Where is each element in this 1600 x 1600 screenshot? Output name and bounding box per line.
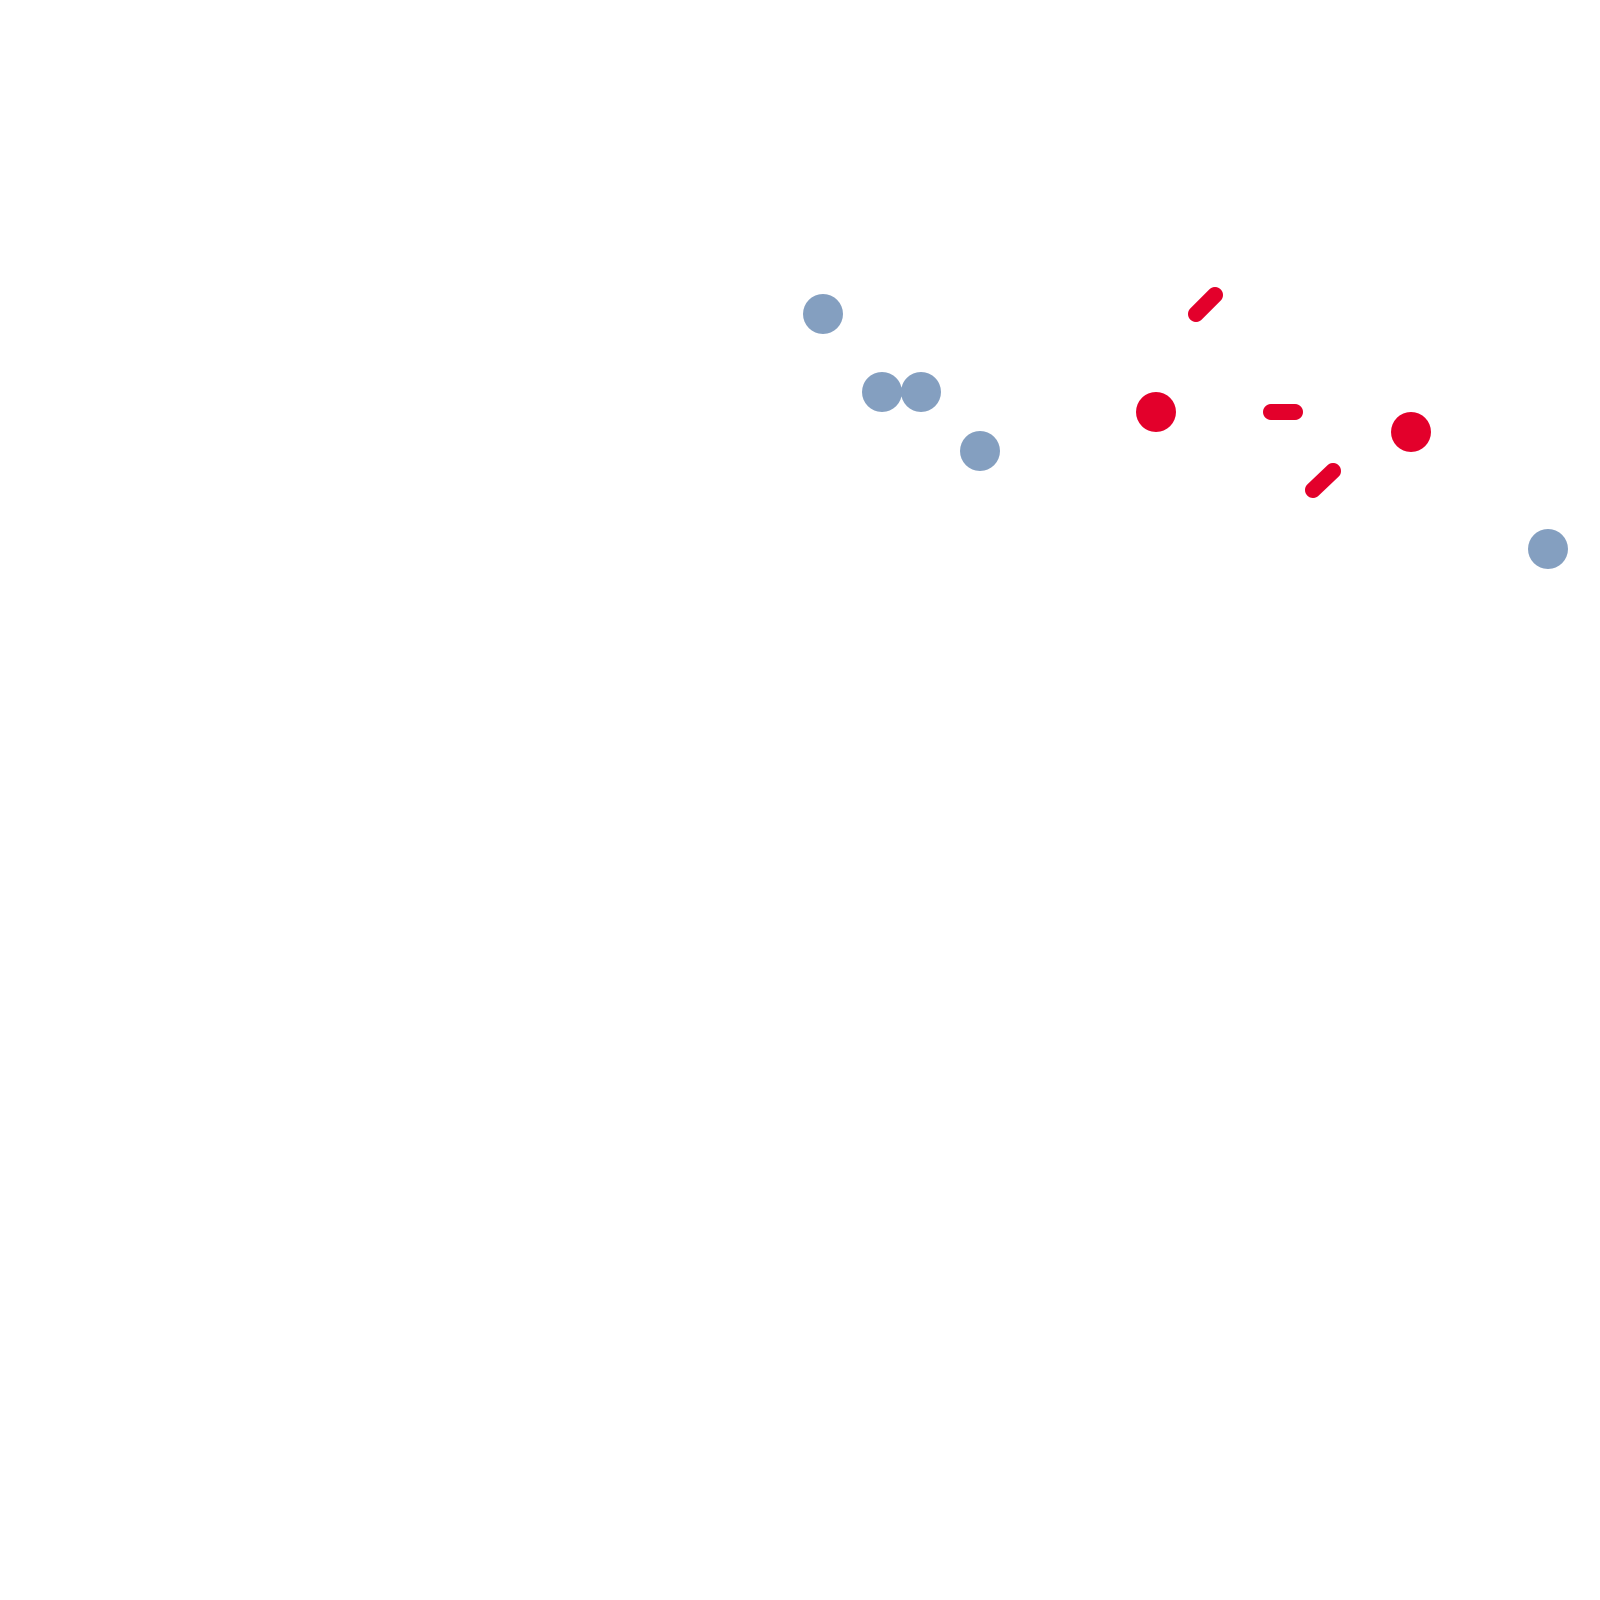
blue-dot — [1528, 529, 1568, 569]
red-dash — [1305, 463, 1341, 498]
red-dot — [1136, 392, 1176, 432]
blue-dot — [862, 372, 902, 412]
red-dash — [1188, 287, 1223, 322]
red-dot — [1391, 412, 1431, 452]
blue-dot — [960, 431, 1000, 471]
blue-dot — [803, 294, 843, 334]
blue-dot — [901, 372, 941, 412]
